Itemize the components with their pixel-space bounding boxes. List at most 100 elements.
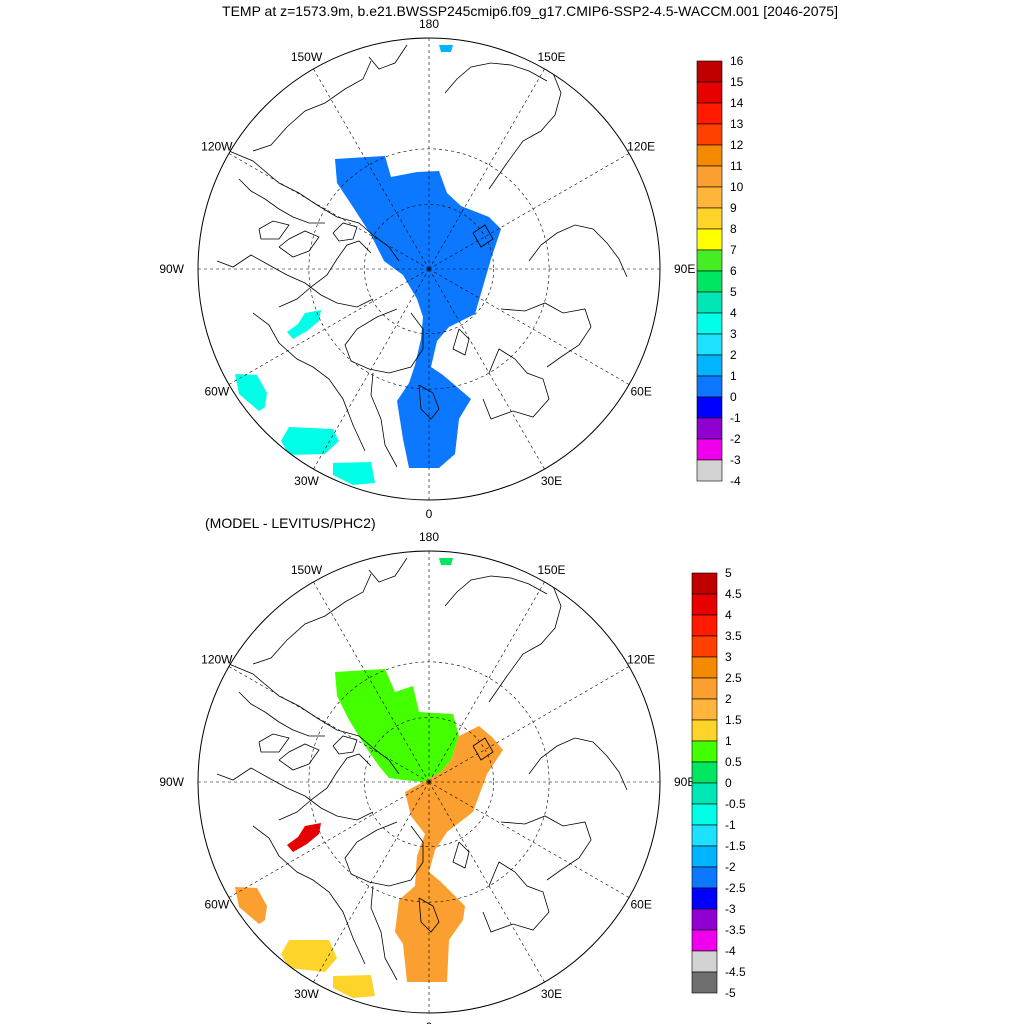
colorbar-tick-label: -1.5: [725, 839, 746, 853]
colorbar-tick-label: 13: [730, 117, 744, 131]
longitude-label: 90W: [159, 262, 184, 276]
longitude-label: 0: [426, 1020, 433, 1024]
longitude-label: 60E: [630, 898, 651, 912]
coastline-segment: [472, 224, 494, 248]
longitude-label: 150W: [291, 563, 323, 577]
colorbar-tick-label: 16: [730, 54, 744, 68]
colorbar-swatch: [696, 438, 723, 461]
coastline-segment: [238, 178, 325, 224]
coastline-segment: [488, 575, 566, 703]
coastlines: [216, 44, 628, 468]
colorbar-tick-label: 12: [730, 138, 744, 152]
colorbar-tick-label: 14: [730, 96, 744, 110]
colorbar-swatch: [691, 845, 718, 868]
map-boundary: [197, 37, 661, 501]
meridian-line: [428, 153, 630, 270]
meridian-line: [228, 153, 430, 270]
colorbar-tick-label: -2: [725, 860, 736, 874]
panel-title-difference: (MODEL - LEVITUS/PHC2): [205, 515, 376, 531]
coastline-segment: [452, 328, 470, 356]
coastline-segment: [472, 737, 494, 761]
colorbar-tick-label: 2: [730, 348, 737, 362]
meridian-line: [313, 68, 430, 270]
coastline-segment: [528, 224, 628, 278]
colorbar-swatch: [696, 123, 723, 146]
colorbar-swatch: [691, 572, 718, 595]
latitude-circle: [364, 204, 494, 334]
polar-map-panel-2: 180 150E 120E 90E 60E 30E 0 30W 60W 90W 120W 150W 5 4…: [159, 530, 746, 1024]
colorbar-swatch: [696, 459, 723, 482]
coastline-segment: [500, 815, 592, 881]
field-baffin-bay: [287, 310, 321, 339]
colorbar-swatch: [696, 60, 723, 83]
graticule: [198, 551, 660, 1013]
colorbar-swatch: [696, 312, 723, 335]
meridian-line: [428, 581, 545, 783]
coastline-segment: [278, 230, 320, 258]
longitude-label: 30E: [541, 987, 562, 1001]
longitude-label: 30W: [294, 987, 319, 1001]
colorbar-swatch: [691, 740, 718, 763]
coastline-segment: [418, 384, 440, 420]
longitude-label: 30W: [294, 474, 319, 488]
longitude-label: 0: [426, 507, 433, 521]
longitude-label: 120W: [201, 140, 233, 154]
colorbar-tick-label: -3: [730, 453, 741, 467]
longitude-label: 60E: [630, 385, 651, 399]
longitude-label: 180: [419, 17, 439, 31]
coastlines: [216, 557, 628, 981]
colorbar-tick-label: 8: [730, 222, 737, 236]
colorbar-swatch: [691, 761, 718, 784]
meridian-line: [428, 781, 545, 983]
colorbar-swatch: [691, 656, 718, 679]
colorbar-tick-label: 10: [730, 180, 744, 194]
coastline-segment: [252, 573, 372, 665]
longitude-label: 90E: [674, 775, 695, 789]
colorbar-tick-label: 3.5: [725, 629, 742, 643]
longitude-labels: 180 150E 120E 90E 60E 30E 0 30W 60W 90W 120W 150W: [159, 530, 695, 1024]
colorbar-swatch: [696, 354, 723, 377]
colorbar-swatch: [696, 165, 723, 188]
coastline-segment: [344, 821, 424, 887]
colorbar-swatch: [691, 908, 718, 931]
colorbar-tick-label: 7: [730, 243, 737, 257]
colorbar-tick-label: 0.5: [725, 755, 742, 769]
colorbar-tick-label: 4.5: [725, 587, 742, 601]
longitude-label: 180: [419, 530, 439, 544]
colorbar-tick-label: -3.5: [725, 923, 746, 937]
colorbar-tick-label: -0.5: [725, 797, 746, 811]
colorbar-swatch: [696, 81, 723, 104]
colorbar-swatch: [691, 593, 718, 616]
colorbar-tick-label: 5: [725, 566, 732, 580]
coastline-segment: [528, 737, 628, 791]
figure-title: TEMP at z=1573.9m, b.e21.BWSSP245cmip6.f…: [222, 3, 838, 19]
colorbar-swatch: [691, 929, 718, 952]
colorbar-tick-label: 3: [725, 650, 732, 664]
coastline-segment: [258, 733, 290, 753]
colorbar-swatch: [691, 866, 718, 889]
longitude-label: 120W: [201, 653, 233, 667]
colorbar-tick-label: 0: [725, 776, 732, 790]
coastline-segment: [216, 254, 374, 308]
latitude-circle: [308, 148, 550, 390]
coastline-segment: [258, 220, 290, 240]
colorbar-tick-label: -3: [725, 902, 736, 916]
coastline-segment: [278, 753, 372, 821]
longitude-labels: 180 150E 120E 90E 60E 30E 0 30W 60W 90W 120W 150W: [159, 17, 695, 521]
coastline-segment: [252, 825, 366, 965]
colorbar-tick-label: 6: [730, 264, 737, 278]
longitude-label: 90E: [674, 262, 695, 276]
colorbar-swatch: [696, 417, 723, 440]
longitude-label: 120E: [627, 653, 655, 667]
colorbar-tick-label: -5: [725, 986, 736, 1000]
coastline-segment: [238, 691, 325, 737]
field-central-arctic: [335, 156, 501, 468]
colorbar: 5 4.5 4 3.5 3 2.5 2 1.5 1 0.5 0 -0.5 -1 -1.5 -2 -2.5 -3 -…: [691, 566, 746, 1000]
colorbar-swatch: [691, 677, 718, 700]
colorbar-tick-label: -4: [725, 944, 736, 958]
colorbar-swatch: [691, 824, 718, 847]
colorbar-swatch: [691, 614, 718, 637]
coastline-segment: [332, 735, 358, 755]
